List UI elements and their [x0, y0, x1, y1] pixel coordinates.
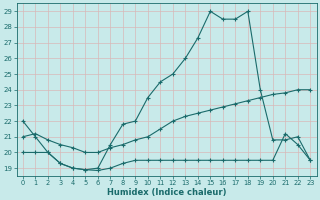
X-axis label: Humidex (Indice chaleur): Humidex (Indice chaleur): [107, 188, 226, 197]
